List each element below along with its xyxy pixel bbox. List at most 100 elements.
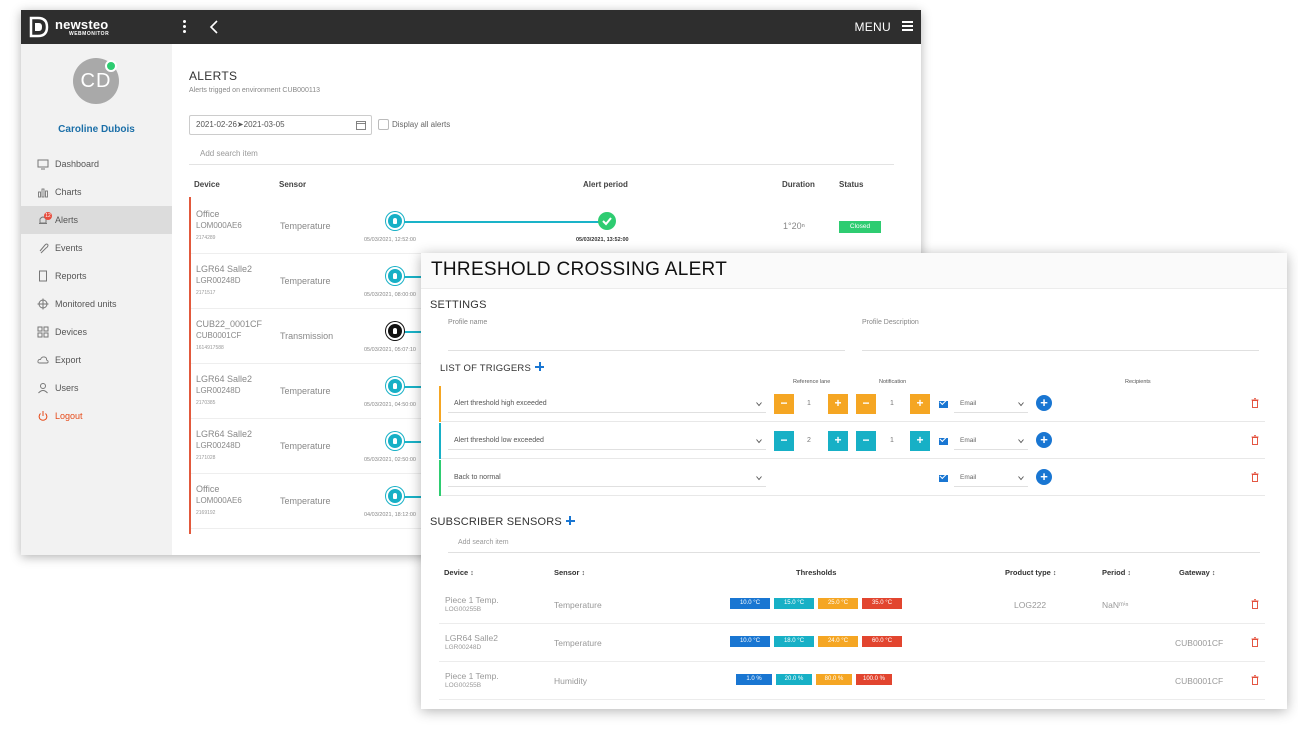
alert-start-icon[interactable] [386, 487, 404, 505]
drop-icon [393, 438, 397, 444]
display-all-checkbox[interactable] [378, 119, 389, 130]
alert-start-icon[interactable] [386, 322, 404, 340]
sidebar-item-logout[interactable]: Logout [21, 402, 172, 430]
add-subscriber-plus-icon[interactable] [565, 516, 575, 525]
sidebar-item-monitored-units[interactable]: Monitored units [21, 290, 172, 318]
col-device[interactable]: Device [194, 180, 220, 189]
user-icon [38, 383, 48, 394]
reference-lane-header: Reference lane [793, 379, 831, 385]
recipient-channel-select[interactable]: Email [954, 469, 1028, 487]
sidebar-item-label: Users [55, 383, 79, 393]
alert-severity-bar [189, 197, 191, 534]
alert-start-icon[interactable] [386, 212, 404, 230]
alert-start-icon[interactable] [386, 377, 404, 395]
trash-icon[interactable] [1251, 472, 1259, 482]
sidebar-item-users[interactable]: Users [21, 374, 172, 402]
sort-icon: ↕ [1052, 570, 1057, 577]
date-range-input[interactable]: 2021-02-26➤2021-03-05 [189, 115, 372, 135]
add-recipient-button[interactable]: + [1036, 469, 1052, 485]
sidebar-item-label: Devices [55, 327, 88, 337]
sidebar-item-dashboard[interactable]: Dashboard [21, 150, 172, 178]
sidebar-item-alerts[interactable]: 12 Alerts [21, 206, 172, 234]
reference-minus-button[interactable]: − [774, 431, 794, 451]
add-recipient-button[interactable]: + [1036, 432, 1052, 448]
sub-col-sensor[interactable]: Sensor ↕ [554, 568, 585, 577]
table-row[interactable]: LGR64 Salle2 LGR00248D Temperature 10.0 °C 1… [439, 624, 1265, 662]
reference-plus-button[interactable]: + [828, 431, 848, 451]
alert-start-icon[interactable] [386, 432, 404, 450]
status-badge: Closed [839, 221, 881, 233]
sub-col-device[interactable]: Device ↕ [444, 568, 474, 577]
triggers-title: LIST OF TRIGGERS [440, 362, 545, 374]
add-trigger-plus-icon[interactable] [535, 362, 545, 371]
sidebar-item-reports[interactable]: Reports [21, 262, 172, 290]
notification-minus-button[interactable]: − [856, 394, 876, 414]
check-circle-icon[interactable] [598, 212, 616, 230]
col-status[interactable]: Status [839, 180, 864, 189]
alert-start-time: 05/03/2021, 05:07:10 [364, 347, 416, 353]
sub-col-gateway[interactable]: Gateway ↕ [1179, 568, 1215, 577]
sidebar-item-label: Monitored units [55, 299, 117, 309]
calendar-icon[interactable] [356, 120, 366, 130]
recipient-channel-select[interactable]: Email [954, 395, 1028, 413]
trash-icon[interactable] [1251, 637, 1259, 647]
recipient-channel-select[interactable]: Email [954, 432, 1028, 450]
alert-device-name: Office [196, 209, 220, 219]
more-vertical-icon[interactable] [181, 19, 187, 35]
trash-icon[interactable] [1251, 435, 1259, 445]
profile-name-input[interactable] [448, 331, 845, 351]
trash-icon[interactable] [1251, 398, 1259, 408]
trigger-type-select[interactable]: Alert threshold high exceeded [448, 395, 766, 413]
add-recipient-button[interactable]: + [1036, 395, 1052, 411]
sub-col-period[interactable]: Period ↕ [1102, 568, 1131, 577]
col-alert-period[interactable]: Alert period [583, 180, 628, 189]
table-row[interactable]: Piece 1 Temp. LOG00255B Temperature 10.0 °C… [439, 586, 1265, 624]
menu-button[interactable]: MENU [854, 20, 891, 34]
user-name[interactable]: Caroline Dubois [58, 124, 135, 135]
notification-plus-button[interactable]: + [910, 394, 930, 414]
gateway: CUB0001CF [1175, 676, 1224, 686]
reference-plus-button[interactable]: + [828, 394, 848, 414]
alert-sensor: Temperature [280, 386, 331, 396]
chevron-left-icon[interactable] [207, 18, 221, 36]
alert-sensor: Temperature [280, 221, 331, 231]
grid-icon [37, 326, 49, 338]
sidebar-item-export[interactable]: Export [21, 346, 172, 374]
chevron-down-icon [756, 476, 762, 481]
col-duration[interactable]: Duration [782, 180, 815, 189]
sidebar-item-label: Logout [55, 411, 83, 421]
alert-device-ref: LGR00248D [196, 276, 241, 285]
hamburger-icon[interactable] [902, 21, 913, 31]
recipient-channel-label: Email [960, 474, 977, 481]
period: NaNᵐⁱⁿ [1102, 600, 1129, 610]
trigger-color-bar [439, 423, 441, 459]
trigger-type-select[interactable]: Back to normal [448, 469, 766, 487]
subscribers-title: SUBSCRIBER SENSORS [430, 516, 575, 528]
subscriber-search-input[interactable]: Add search item [448, 533, 1260, 553]
notification-plus-button[interactable]: + [910, 431, 930, 451]
alert-start-icon[interactable] [386, 267, 404, 285]
alert-sensor: Temperature [280, 441, 331, 451]
trash-icon[interactable] [1251, 675, 1259, 685]
table-row[interactable]: Piece 1 Temp. LOG00255B Humidity 1.0 % 20.0 … [439, 662, 1265, 700]
profile-name-label: Profile name [448, 319, 488, 326]
display-all-label: Display all alerts [392, 120, 451, 129]
alerts-search-input[interactable]: Add search item [189, 143, 894, 165]
drop-icon [393, 328, 397, 334]
sub-col-product-type[interactable]: Product type ↕ [1005, 568, 1056, 577]
col-sensor[interactable]: Sensor [279, 180, 307, 189]
sidebar-item-charts[interactable]: Charts [21, 178, 172, 206]
sidebar-nav: Dashboard Charts 12 Alerts Events Reports Moni… [21, 150, 172, 430]
alert-device-ref: LGR00248D [196, 441, 241, 450]
trash-icon[interactable] [1251, 599, 1259, 609]
trigger-row: Alert threshold high exceeded −1 + −1 + Email… [439, 386, 1265, 422]
alert-device-name: LGR64 Salle2 [196, 264, 253, 274]
reference-minus-button[interactable]: − [774, 394, 794, 414]
profile-description-input[interactable] [862, 331, 1259, 351]
sidebar-item-devices[interactable]: Devices [21, 318, 172, 346]
trigger-type-select[interactable]: Alert threshold low exceeded [448, 432, 766, 450]
notification-minus-button[interactable]: − [856, 431, 876, 451]
sidebar-item-events[interactable]: Events [21, 234, 172, 262]
alert-row[interactable]: Office LOM000AE6 2174289 Temperature 05/03/2… [191, 199, 894, 254]
alert-device-name: LGR64 Salle2 [196, 374, 253, 384]
